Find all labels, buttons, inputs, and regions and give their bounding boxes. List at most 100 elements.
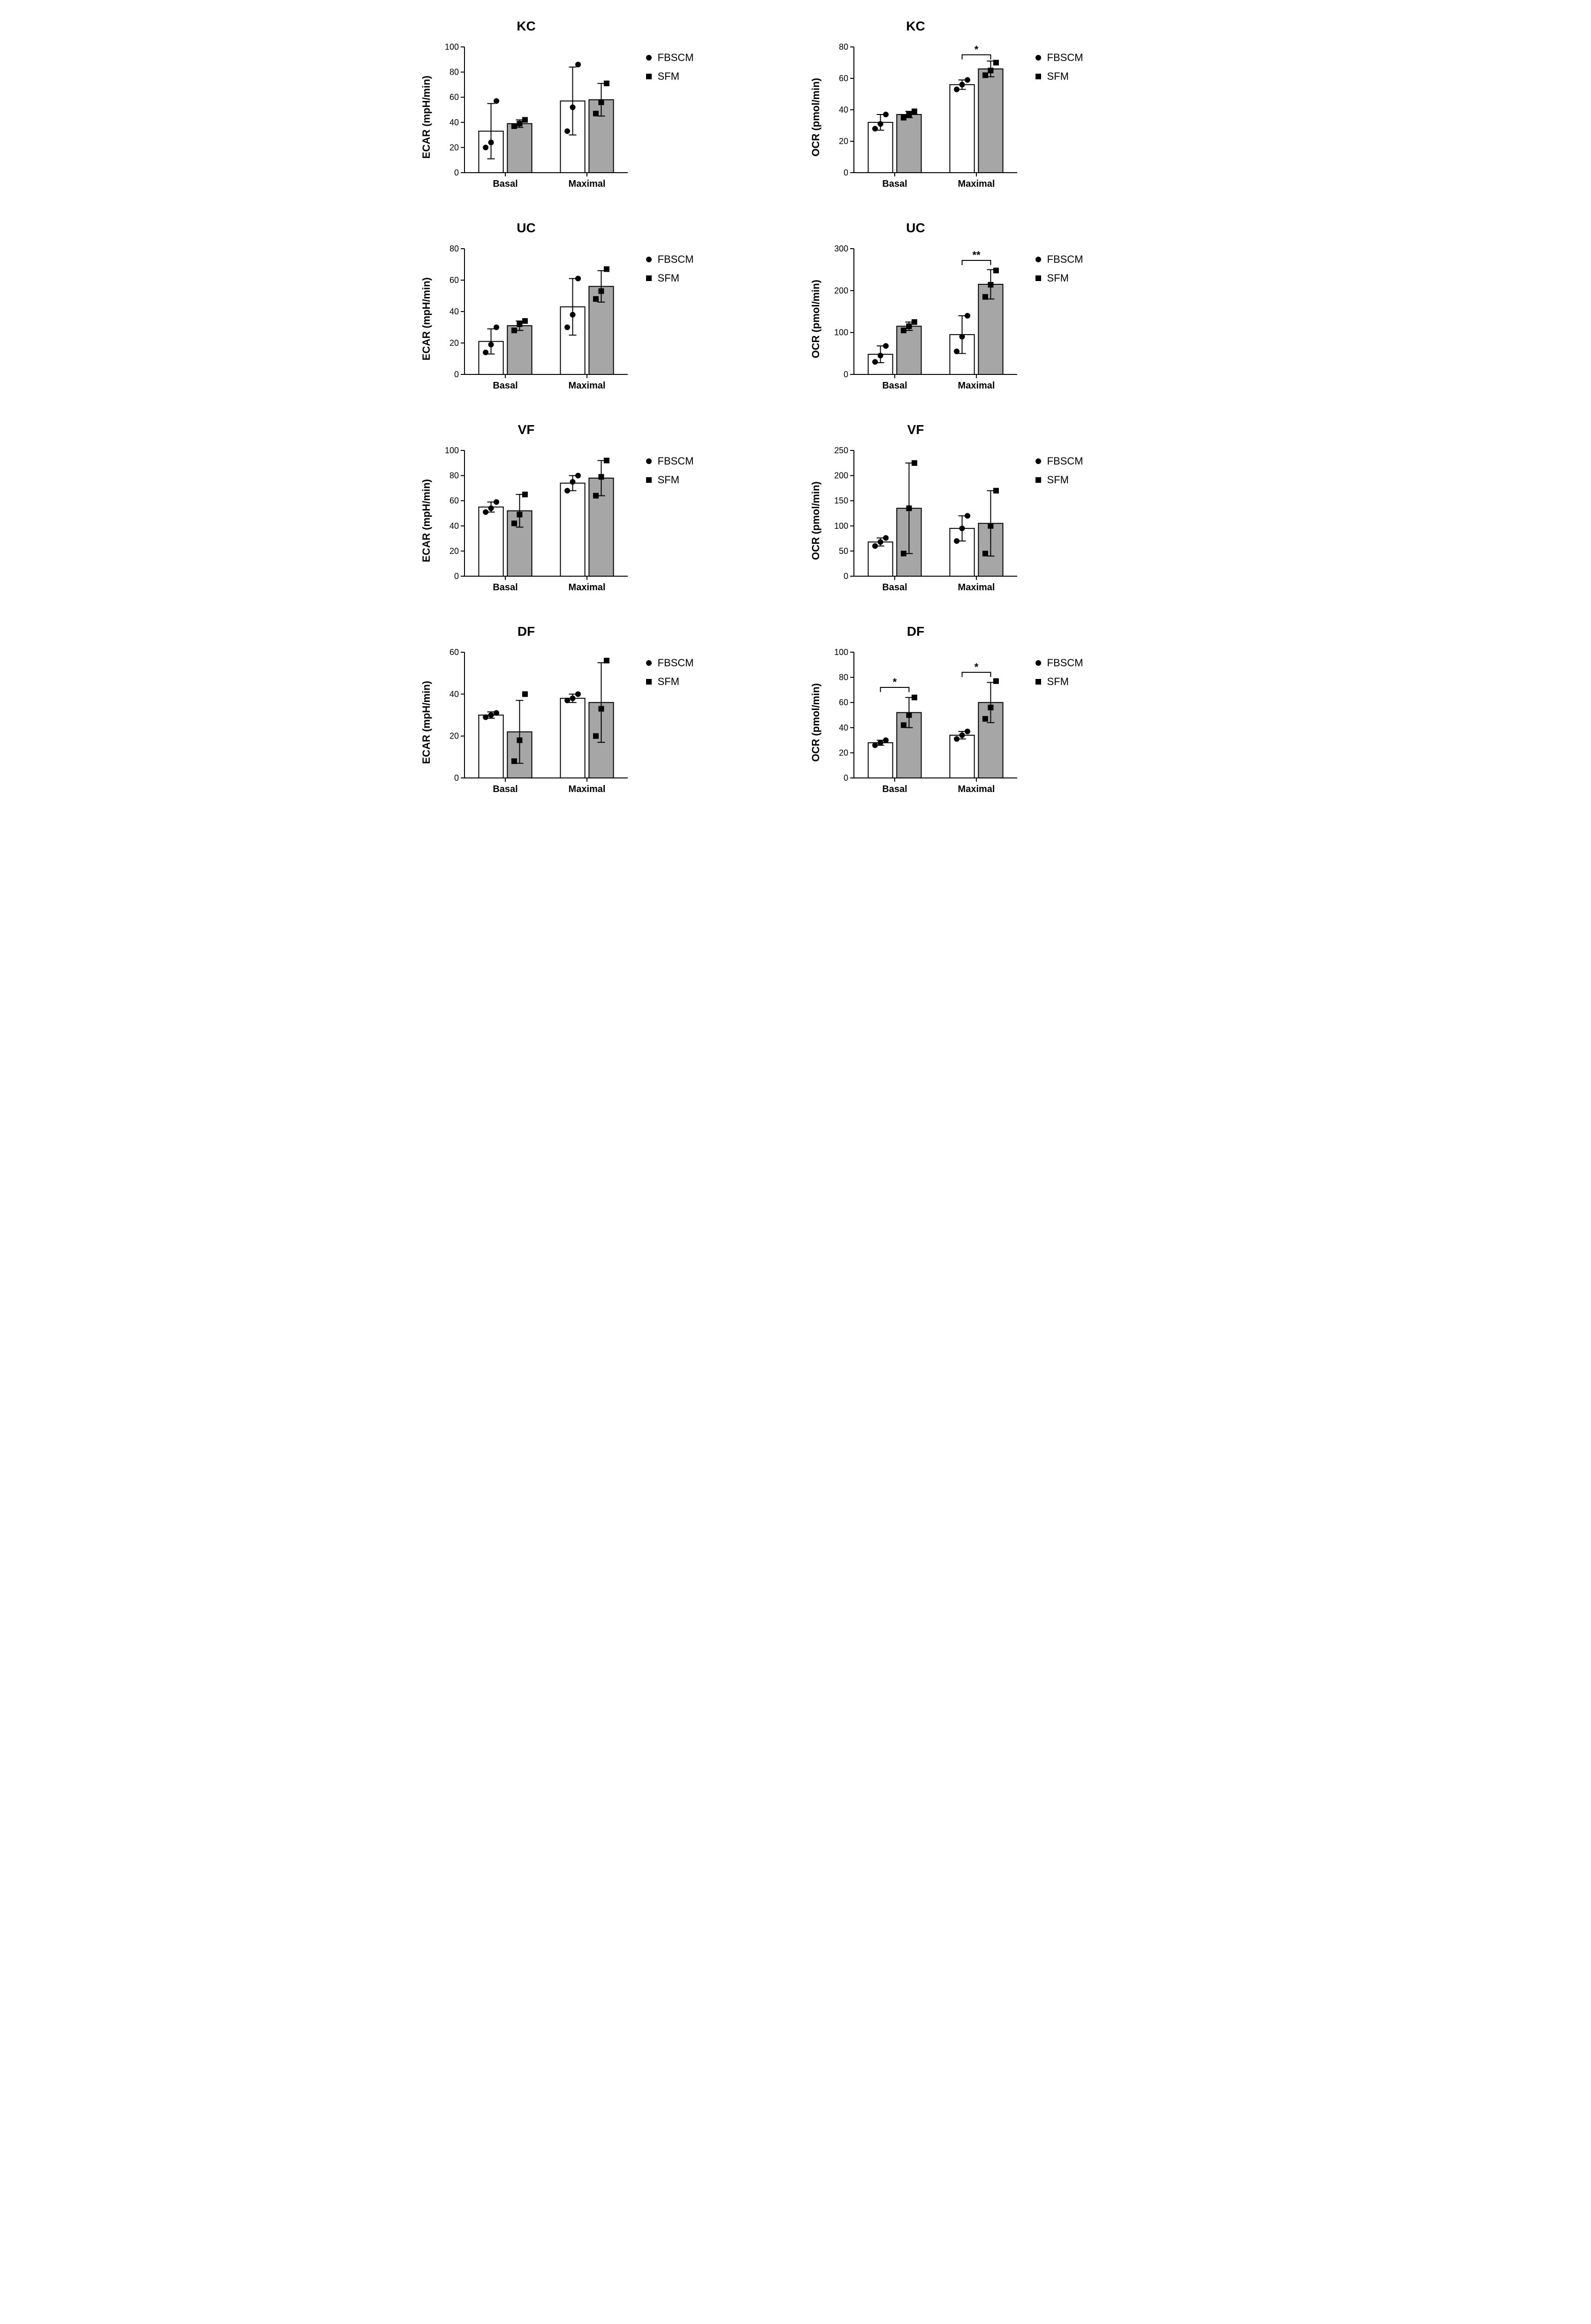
chart-title: VF: [907, 422, 924, 437]
data-point: [993, 678, 998, 684]
data-point: [494, 98, 499, 104]
y-tick-label: 0: [843, 571, 848, 581]
x-category-label: Maximal: [568, 179, 605, 189]
data-point: [954, 538, 959, 544]
data-point: [954, 86, 959, 92]
y-tick-label: 200: [834, 471, 848, 480]
bar: [978, 69, 1003, 173]
data-point: [483, 145, 488, 150]
data-point: [959, 732, 965, 738]
y-tick-label: 60: [449, 648, 458, 657]
y-tick-label: 40: [449, 521, 458, 531]
data-point: [954, 736, 959, 742]
data-point: [988, 523, 993, 529]
legend-label: FBSCM: [658, 52, 694, 64]
data-point: [900, 328, 906, 333]
x-category-label: Maximal: [958, 381, 995, 391]
y-tick-label: 100: [834, 328, 848, 337]
data-point: [483, 509, 488, 515]
data-point: [570, 479, 575, 485]
data-point: [517, 121, 522, 126]
y-tick-label: 0: [454, 168, 458, 177]
data-point: [988, 68, 993, 73]
x-category-label: Basal: [493, 381, 518, 391]
y-tick-label: 80: [449, 244, 458, 253]
y-axis-label: OCR (pmol/min): [810, 78, 822, 156]
y-tick-label: 80: [838, 42, 848, 52]
bar: [897, 114, 921, 173]
bar: [479, 507, 503, 576]
y-tick-label: 80: [449, 68, 458, 77]
chart-panel: VFECAR (mpH/min)020406080100BasalMaximal…: [420, 422, 782, 596]
data-point: [906, 323, 912, 329]
chart-title: UC: [517, 221, 535, 236]
circle-marker-icon: [646, 660, 652, 666]
data-point: [488, 505, 494, 511]
chart-plot-area: 020406080100BasalMaximal: [435, 446, 632, 596]
data-point: [872, 126, 878, 131]
data-point: [877, 121, 883, 127]
significance-star: *: [974, 661, 978, 673]
data-point: [483, 714, 488, 720]
y-tick-label: 200: [834, 286, 848, 295]
data-point: [877, 539, 883, 545]
y-axis-label: OCR (pmol/min): [810, 683, 822, 762]
x-category-label: Basal: [882, 179, 907, 189]
data-point: [564, 698, 570, 703]
circle-marker-icon: [646, 458, 652, 465]
square-marker-icon: [646, 678, 652, 685]
legend-label: SFM: [1047, 676, 1069, 688]
bar: [950, 84, 974, 173]
legend-label: FBSCM: [658, 253, 694, 266]
legend-item: FBSCM: [646, 657, 694, 669]
y-tick-label: 0: [454, 773, 458, 783]
y-tick-label: 250: [834, 446, 848, 455]
significance-bracket: [962, 672, 990, 677]
data-point: [598, 706, 604, 712]
chart-title: DF: [518, 624, 535, 639]
data-point: [488, 140, 494, 145]
square-marker-icon: [646, 477, 652, 483]
data-point: [564, 325, 570, 330]
x-category-label: Basal: [882, 784, 907, 794]
data-point: [575, 691, 581, 697]
legend-item: SFM: [1035, 474, 1083, 486]
significance-star: **: [972, 249, 981, 261]
chart-panel: DFECAR (mpH/min)0204060BasalMaximalFBSCM…: [420, 624, 782, 798]
chart-plot-area: 050100150200250BasalMaximal: [825, 446, 1022, 596]
data-point: [954, 349, 959, 354]
legend-item: SFM: [646, 474, 694, 486]
data-point: [570, 312, 575, 318]
data-point: [959, 526, 965, 531]
legend-item: SFM: [646, 676, 694, 688]
data-point: [982, 72, 988, 78]
data-point: [988, 282, 993, 288]
data-point: [877, 353, 883, 358]
circle-marker-icon: [1035, 660, 1042, 666]
x-category-label: Maximal: [958, 179, 995, 189]
x-category-label: Basal: [882, 381, 907, 391]
bar: [868, 743, 892, 778]
chart-title: KC: [906, 19, 925, 34]
legend-item: SFM: [646, 272, 694, 284]
data-point: [988, 705, 993, 710]
y-tick-label: 40: [838, 105, 848, 114]
data-point: [511, 123, 517, 129]
chart-title: UC: [906, 221, 925, 236]
significance-bracket: [962, 260, 990, 265]
legend-item: FBSCM: [1035, 253, 1083, 266]
legend-item: FBSCM: [646, 52, 694, 64]
y-tick-label: 50: [838, 546, 848, 556]
data-point: [494, 499, 499, 505]
chart-title: KC: [517, 19, 535, 34]
data-point: [900, 115, 906, 121]
x-category-label: Maximal: [958, 582, 995, 593]
data-point: [488, 342, 494, 347]
data-point: [900, 722, 906, 728]
data-point: [593, 111, 598, 116]
x-category-label: Maximal: [958, 784, 995, 794]
y-tick-label: 100: [444, 446, 458, 455]
legend-item: FBSCM: [1035, 52, 1083, 64]
data-point: [511, 520, 517, 526]
data-point: [906, 112, 912, 117]
